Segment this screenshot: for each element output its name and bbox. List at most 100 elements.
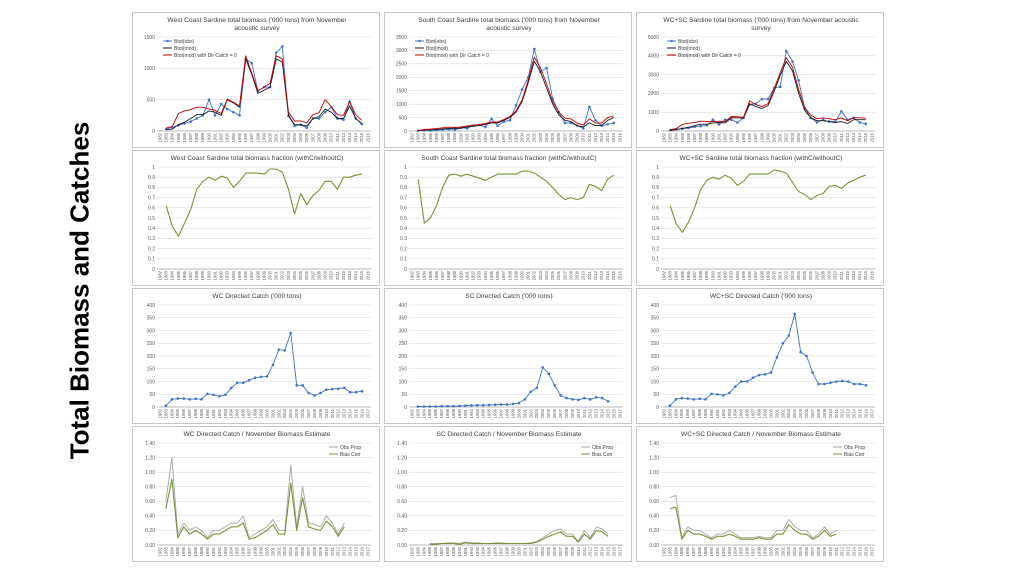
data-point: [259, 375, 263, 379]
x-tick-label: 2006: [304, 132, 309, 142]
x-tick-label: 2001: [522, 546, 527, 556]
y-tick-label: 0.40: [397, 514, 407, 520]
x-tick-label: 1988: [698, 270, 703, 280]
chart-panel-wcsc-biomass: WC+SC Sardine total biomass ('000 tons) …: [636, 12, 884, 148]
x-tick-label: 2003: [534, 408, 539, 418]
data-point: [817, 382, 820, 386]
x-tick-label: 2000: [772, 270, 777, 280]
x-tick-label: 1993: [475, 546, 480, 556]
x-tick-label: 1989: [200, 270, 205, 280]
chart-panel-sc-biomass: South Coast Sardine total biomass ('000 …: [384, 12, 632, 148]
x-tick-label: 2007: [814, 270, 819, 280]
x-tick-label: 2006: [556, 132, 561, 142]
y-tick-label: 3000: [396, 48, 407, 54]
y-tick-label: 400: [399, 303, 408, 309]
series-line-mod: [418, 60, 614, 132]
data-point: [453, 128, 457, 132]
series-line-prop: [165, 457, 345, 539]
x-tick-label: 2010: [581, 132, 586, 142]
data-point: [505, 403, 509, 406]
legend-label: Btot(mod) with Dir Catch = 0: [426, 53, 489, 59]
x-tick-label: 1999: [762, 408, 767, 418]
x-tick-label: 2000: [768, 408, 773, 418]
chart-svg-wcsc_ratio: WC+SC Directed Catch / November Biomass …: [649, 431, 875, 556]
x-tick-label: 1991: [715, 546, 720, 556]
y-tick-label: 0.3: [400, 236, 407, 242]
x-tick-label: 2010: [324, 546, 329, 556]
x-tick-label: 1994: [733, 546, 738, 556]
x-tick-label: 1989: [452, 270, 457, 280]
data-point: [219, 102, 223, 106]
x-tick-label: 2004: [292, 132, 297, 142]
x-tick-label: 1984: [170, 270, 175, 280]
x-tick-label: 1982: [409, 270, 414, 280]
x-tick-label: 2014: [348, 408, 353, 418]
x-tick-label: 1988: [697, 408, 702, 418]
x-tick-label: 1996: [745, 546, 750, 556]
y-tick-label: 3500: [396, 35, 407, 41]
x-tick-label: 2012: [845, 132, 850, 142]
x-tick-label: 1997: [499, 408, 504, 418]
x-tick-label: 2006: [804, 546, 809, 556]
data-point: [797, 78, 800, 82]
data-point: [858, 382, 862, 386]
x-tick-label: 1992: [217, 546, 222, 556]
data-point: [811, 371, 814, 374]
data-point: [313, 394, 316, 397]
data-point: [710, 392, 713, 396]
data-point: [224, 393, 227, 397]
x-tick-label: 1999: [513, 132, 518, 142]
x-tick-label: 1990: [458, 270, 463, 280]
x-tick-label: 1987: [691, 408, 696, 418]
x-tick-label: 2014: [605, 270, 610, 280]
x-tick-label: 2009: [827, 132, 832, 142]
x-tick-label: 2004: [792, 546, 797, 556]
data-point: [416, 405, 420, 408]
x-tick-label: 1990: [457, 546, 462, 556]
chart-title: WC Directed Catch ('000 tons): [212, 293, 301, 300]
y-tick-label: 4000: [648, 54, 659, 60]
data-point: [571, 398, 574, 401]
data-point: [493, 403, 497, 407]
chart-title: WC+SC Directed Catch / November Biomass …: [681, 431, 841, 438]
data-point: [422, 405, 426, 408]
data-point: [791, 60, 794, 63]
x-tick-label: 2003: [286, 270, 291, 280]
data-point: [547, 372, 550, 376]
x-tick-label: 2010: [833, 132, 838, 142]
chart-title: WC+SC Sardine total biomass ('000 tons) …: [663, 17, 859, 32]
x-tick-label: 1991: [464, 132, 469, 142]
data-point: [360, 389, 364, 393]
data-point: [858, 121, 862, 124]
y-tick-label: 300: [399, 328, 408, 334]
x-tick-label: 2005: [798, 546, 803, 556]
x-tick-label: 1994: [481, 408, 486, 418]
x-tick-label: 2010: [576, 546, 581, 556]
x-tick-label: 2012: [593, 132, 598, 142]
data-point: [323, 110, 327, 114]
x-tick-label: 2001: [270, 408, 275, 418]
x-tick-label: 2003: [538, 270, 543, 280]
x-tick-label: 2000: [520, 132, 525, 142]
data-point: [594, 396, 598, 399]
data-point: [840, 109, 843, 113]
x-tick-label: 1996: [241, 408, 246, 418]
x-tick-label: 1984: [673, 408, 678, 418]
data-point: [319, 391, 322, 395]
x-tick-label: 1994: [483, 132, 488, 142]
x-tick-label: 2007: [558, 408, 563, 418]
x-tick-label: 1986: [434, 132, 439, 142]
x-tick-label: 2005: [550, 270, 555, 280]
x-tick-label: 1990: [709, 408, 714, 418]
y-tick-label: 0.9: [148, 175, 155, 181]
x-tick-label: 1992: [469, 408, 474, 418]
x-tick-label: 1988: [445, 408, 450, 418]
x-tick-label: 1987: [439, 546, 444, 556]
data-point: [301, 384, 304, 387]
legend-label: Bias Corr: [340, 452, 361, 458]
legend-label: Bias Corr: [844, 452, 865, 458]
data-point: [577, 398, 580, 402]
x-tick-label: 2002: [784, 270, 789, 280]
chart-svg-wc_catch: WC Directed Catch ('000 tons) 0 50 100 150 20…: [147, 293, 371, 418]
x-tick-label: 1982: [661, 546, 666, 556]
